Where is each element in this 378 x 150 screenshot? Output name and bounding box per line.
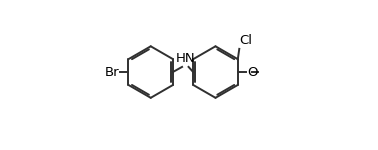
Text: Cl: Cl bbox=[240, 34, 253, 47]
Text: Br: Br bbox=[105, 66, 120, 79]
Text: HN: HN bbox=[175, 52, 195, 65]
Text: O: O bbox=[247, 66, 257, 79]
